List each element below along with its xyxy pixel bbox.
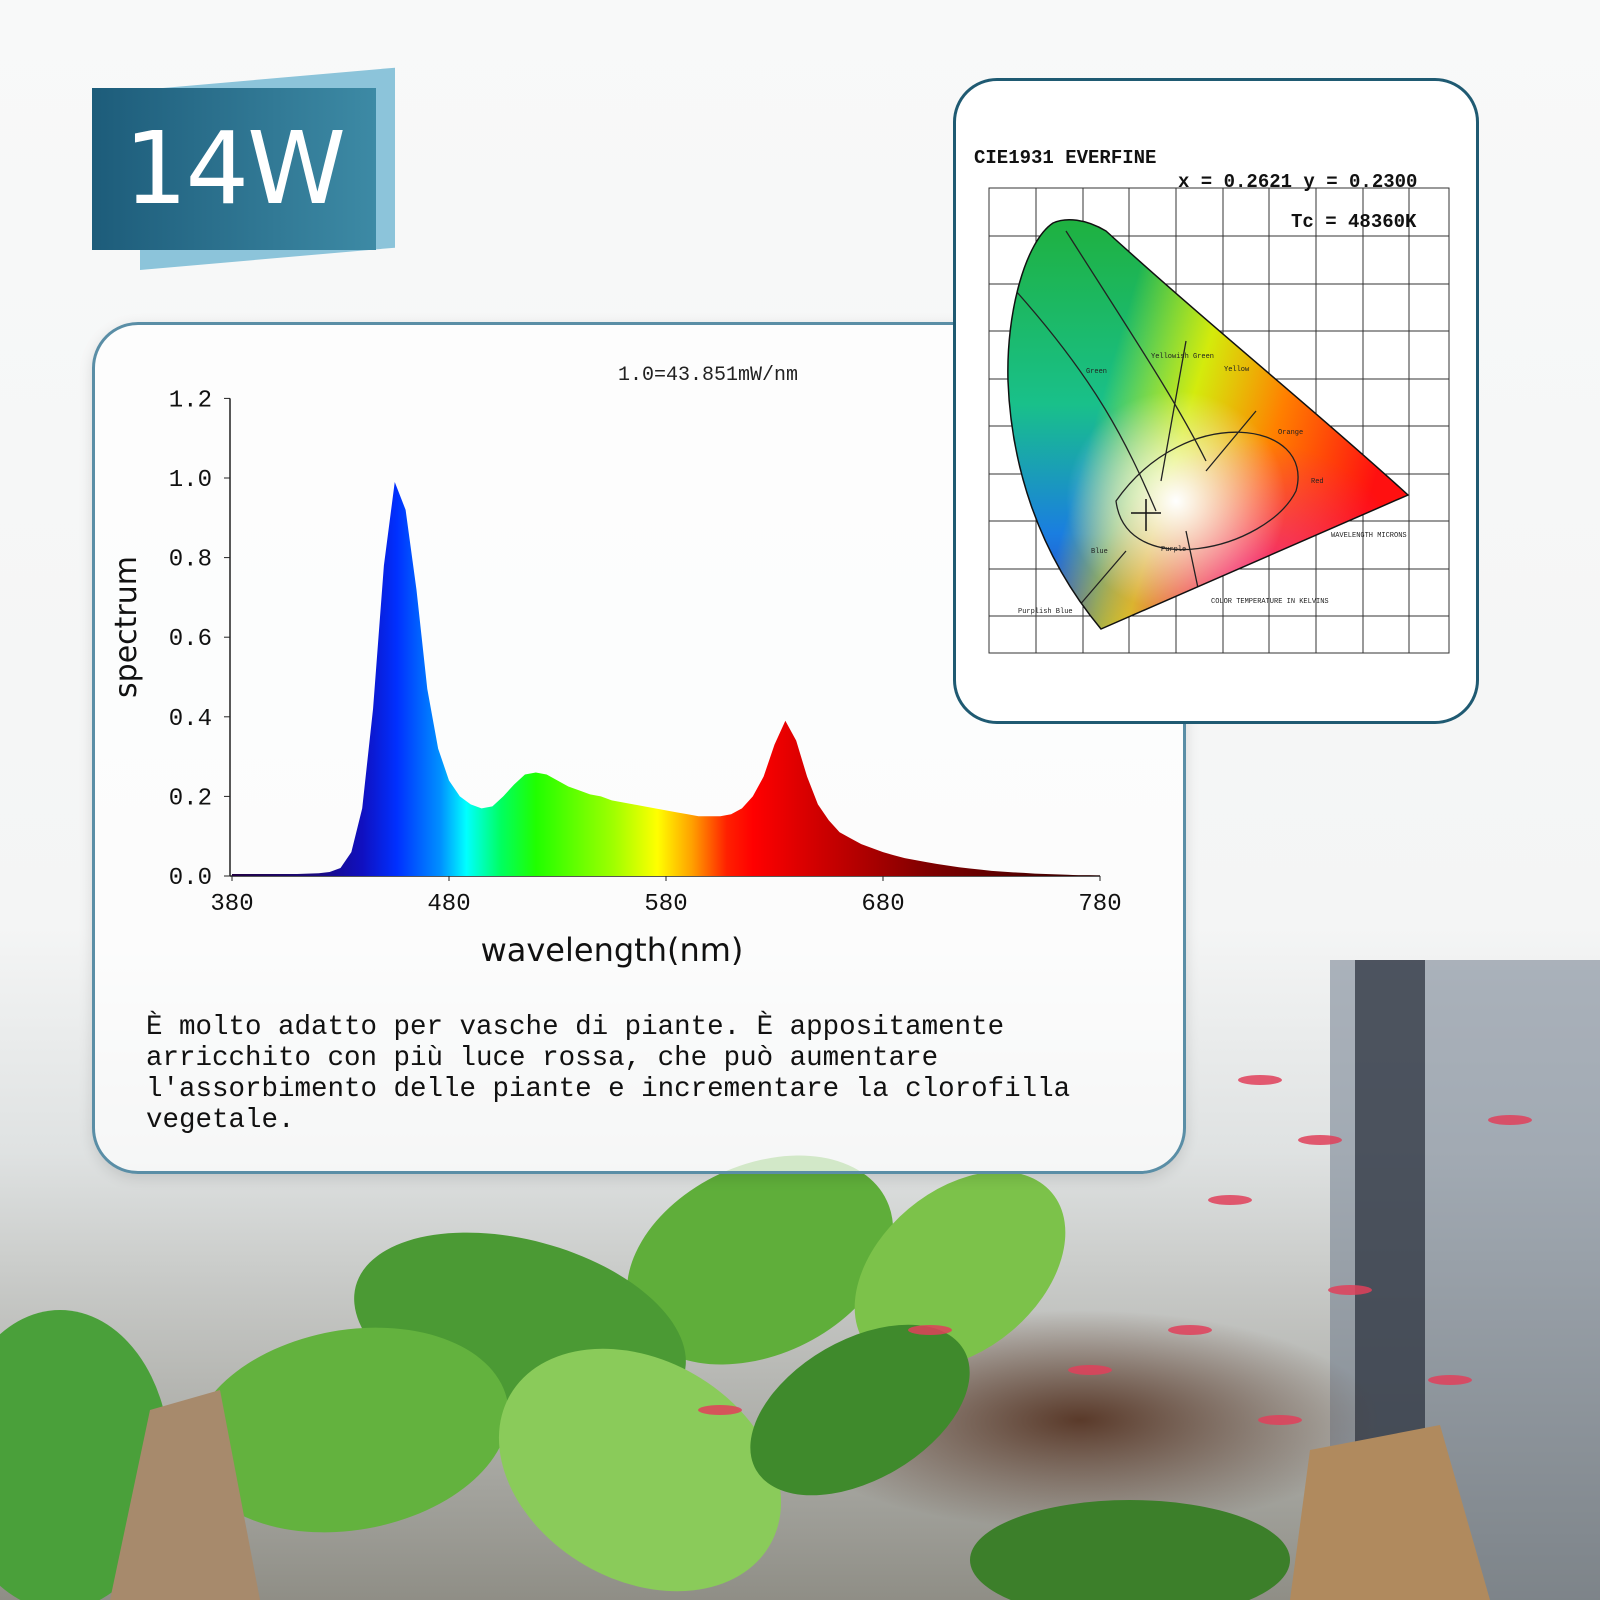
y-tick-label: 0.4	[169, 706, 212, 733]
leaf	[854, 1171, 1066, 1369]
fish	[1168, 1325, 1212, 1335]
y-axis-label: spectrum	[109, 556, 144, 698]
x-axis-label: wavelength(nm)	[481, 931, 744, 969]
leaf	[750, 1324, 970, 1496]
x-tick-label: 780	[1078, 891, 1121, 918]
fish	[1428, 1375, 1472, 1385]
cie-label: Yellow	[1224, 366, 1250, 374]
x-tick-label: 580	[644, 891, 687, 918]
badge: 14W	[92, 88, 376, 250]
leaf	[191, 1327, 509, 1533]
cie-label: Red	[1311, 478, 1324, 486]
cie-panel: CIE1931 EVERFINE x = 0.2621 y = 0.2300 T…	[953, 78, 1479, 724]
fish	[1238, 1075, 1282, 1085]
y-tick-label: 0.0	[169, 865, 212, 892]
cie-label: Purplish Blue	[1018, 608, 1073, 616]
cie-title: CIE1931 EVERFINE	[974, 147, 1156, 169]
fish	[1298, 1135, 1342, 1145]
rock	[1290, 1425, 1490, 1600]
cie-labels: Green Yellowish Green Yellow Orange Red …	[1018, 353, 1407, 616]
cie-frame	[988, 187, 1450, 654]
x-tick-label: 680	[861, 891, 904, 918]
fish	[698, 1075, 1532, 1425]
x-tick-label: 480	[427, 891, 470, 918]
cie-label: Green	[1086, 368, 1107, 376]
fish	[1068, 1365, 1112, 1375]
y-tick-label: 1.2	[169, 387, 212, 414]
cie-diagram: CIE1931 EVERFINE x = 0.2621 y = 0.2300 T…	[974, 147, 1450, 654]
fish	[908, 1325, 952, 1335]
annotation: 1.0=43.851mW/nm	[618, 364, 798, 387]
chart: 1.0=43.851mW/nm wavelength(nm) spectrum …	[109, 364, 1122, 969]
x-tick-label: 380	[210, 891, 253, 918]
y-tick-label: 0.6	[169, 626, 212, 653]
cie-label: Orange	[1278, 429, 1303, 437]
fish	[1328, 1285, 1372, 1295]
leaf	[970, 1500, 1290, 1600]
leaf	[626, 1155, 894, 1365]
crosshair	[1131, 499, 1161, 531]
fish	[698, 1405, 742, 1415]
description: È molto adatto per vasche di piante. È a…	[146, 1012, 1071, 1136]
rock	[110, 1390, 260, 1600]
cie-tc: Tc = 48360K	[1291, 211, 1417, 233]
spectral-locus	[1007, 218, 1410, 630]
cie-label: Purple	[1161, 546, 1186, 554]
cie-label: COLOR TEMPERATURE IN KELVINS	[1211, 598, 1329, 606]
cie-label: Yellowish Green	[1151, 353, 1214, 361]
spectrum-area	[232, 481, 1100, 876]
cie-label: WAVELENGTH MICRONS	[1331, 532, 1407, 540]
y-tick-label: 0.2	[169, 785, 212, 812]
cie-label: Blue	[1091, 548, 1108, 556]
fish	[1258, 1415, 1302, 1425]
fish	[1488, 1115, 1532, 1125]
gamut-lines	[1015, 230, 1299, 627]
fish	[1208, 1195, 1252, 1205]
y-tick-label: 0.8	[169, 547, 212, 574]
y-tick-label: 1.0	[169, 467, 212, 494]
cie-coords: x = 0.2621 y = 0.2300	[1178, 171, 1417, 193]
